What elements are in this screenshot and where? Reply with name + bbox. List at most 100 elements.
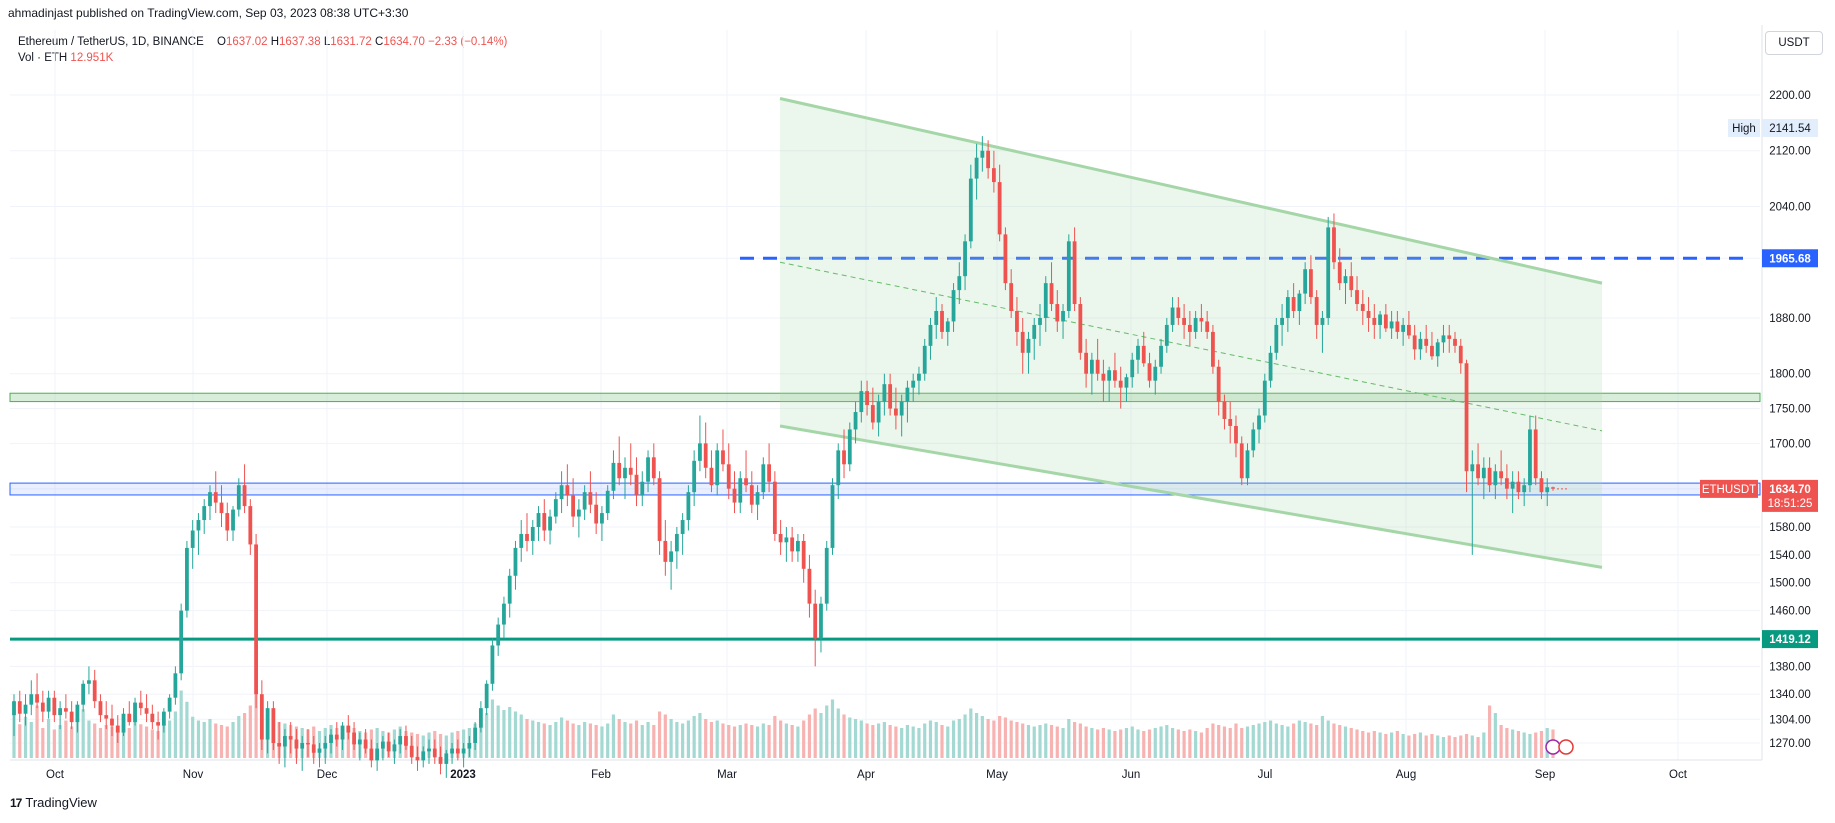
candle-body [1309, 269, 1313, 298]
candle-body [1205, 321, 1210, 332]
high-value: 1637.38 [279, 36, 321, 48]
candle-body [1487, 467, 1492, 486]
volume-bar [871, 725, 875, 758]
candle-body [173, 673, 178, 698]
time-tick-label: Aug [1396, 769, 1416, 781]
candle-body [283, 736, 287, 747]
candle-body [1430, 345, 1434, 357]
price-tick-label: 1750.00 [1769, 404, 1811, 416]
volume-bar [1072, 722, 1077, 758]
time-tick-label: Mar [717, 769, 737, 781]
volume-bar [513, 711, 518, 758]
price-tick-label: 1880.00 [1769, 313, 1811, 325]
candle-body [1343, 276, 1348, 284]
volume-bar [946, 726, 950, 758]
candle-body [58, 708, 63, 716]
price-tick-label: 2040.00 [1769, 201, 1811, 213]
channel-upper-line [779, 97, 1603, 285]
volume-bar [444, 735, 448, 758]
brand-name: TradingView [25, 795, 97, 810]
channel-mid-line [779, 261, 1603, 432]
candle-body [225, 513, 230, 531]
candle-body [651, 457, 656, 479]
candle-body [242, 485, 247, 507]
volume-bar [767, 725, 771, 758]
candle-body [1222, 401, 1227, 419]
candle-body [576, 509, 581, 517]
volume-bar [1487, 705, 1492, 758]
volume-bar [1234, 723, 1238, 758]
volume-bar [923, 723, 927, 758]
candle-body [52, 697, 57, 716]
volume-bar [877, 723, 881, 758]
volume-bar [559, 717, 564, 758]
candle-body [334, 734, 339, 740]
candle-body [738, 478, 743, 503]
volume-bar [629, 723, 633, 758]
candle-body [703, 443, 708, 468]
candle-body [790, 537, 795, 552]
volume-bar [1436, 735, 1440, 758]
candle-body [444, 753, 449, 764]
candle-body [824, 547, 829, 604]
price-tick-label: 1270.00 [1769, 738, 1811, 750]
volume-bar [1124, 728, 1129, 758]
candle-body [1228, 419, 1233, 426]
candle-body [1332, 227, 1336, 263]
candle-body [219, 502, 224, 514]
currency-button[interactable]: USDT [1765, 31, 1823, 55]
volume-bar [1049, 725, 1054, 758]
candle-body [1499, 471, 1504, 479]
volume-bar [1153, 728, 1157, 758]
candle-body [421, 751, 426, 761]
price-tick-label: 1700.00 [1769, 438, 1811, 450]
candle-body [536, 513, 541, 527]
volume-bar [698, 713, 702, 758]
volume-bar [110, 726, 114, 758]
flag-event-icon [1558, 739, 1574, 755]
footer-brand[interactable]: 17 TradingView [10, 795, 97, 810]
candle-body [1084, 352, 1089, 374]
candle-body [306, 743, 310, 745]
volume-bar [594, 725, 598, 758]
candle-body [1349, 276, 1354, 291]
candle-body [1533, 429, 1538, 479]
volume-bar [1534, 732, 1538, 758]
candle-body [427, 748, 431, 752]
volume-bar [1061, 728, 1065, 758]
candle-body [75, 704, 80, 723]
volume-bar [738, 725, 742, 758]
candle-body [1285, 297, 1290, 318]
candle-body [807, 568, 812, 604]
candle-body [1118, 380, 1123, 388]
candle-body [940, 311, 944, 332]
volume-value: 12.951K [70, 52, 114, 64]
candle-body [1418, 338, 1423, 350]
candle-body [23, 704, 28, 714]
candle-body [294, 739, 299, 749]
time-tick-label: Sep [1535, 769, 1555, 781]
volume-bar [1470, 735, 1474, 758]
candle-body [755, 492, 760, 505]
volume-bar [761, 723, 765, 758]
candle-body [1291, 297, 1296, 311]
volume-bar [173, 711, 177, 758]
candle-body [1366, 311, 1371, 318]
volume-bar [58, 725, 62, 758]
candle-body [1124, 377, 1129, 388]
high-tag-bg [1728, 119, 1760, 137]
volume-bar [1101, 728, 1106, 758]
volume-bar [479, 719, 483, 758]
volume-bar [179, 690, 183, 758]
candle-body [329, 734, 333, 743]
candle-body [796, 540, 800, 552]
volume-bar [1009, 720, 1013, 758]
candle-body [1211, 331, 1215, 367]
symbol-title[interactable]: Ethereum / TetherUS, 1D, BINANCE [18, 36, 204, 48]
volume-bar [583, 722, 587, 758]
candle-body [415, 756, 420, 761]
price-tick-label: 2120.00 [1769, 146, 1811, 158]
volume-bar [1199, 732, 1203, 758]
candle-body [46, 697, 51, 712]
